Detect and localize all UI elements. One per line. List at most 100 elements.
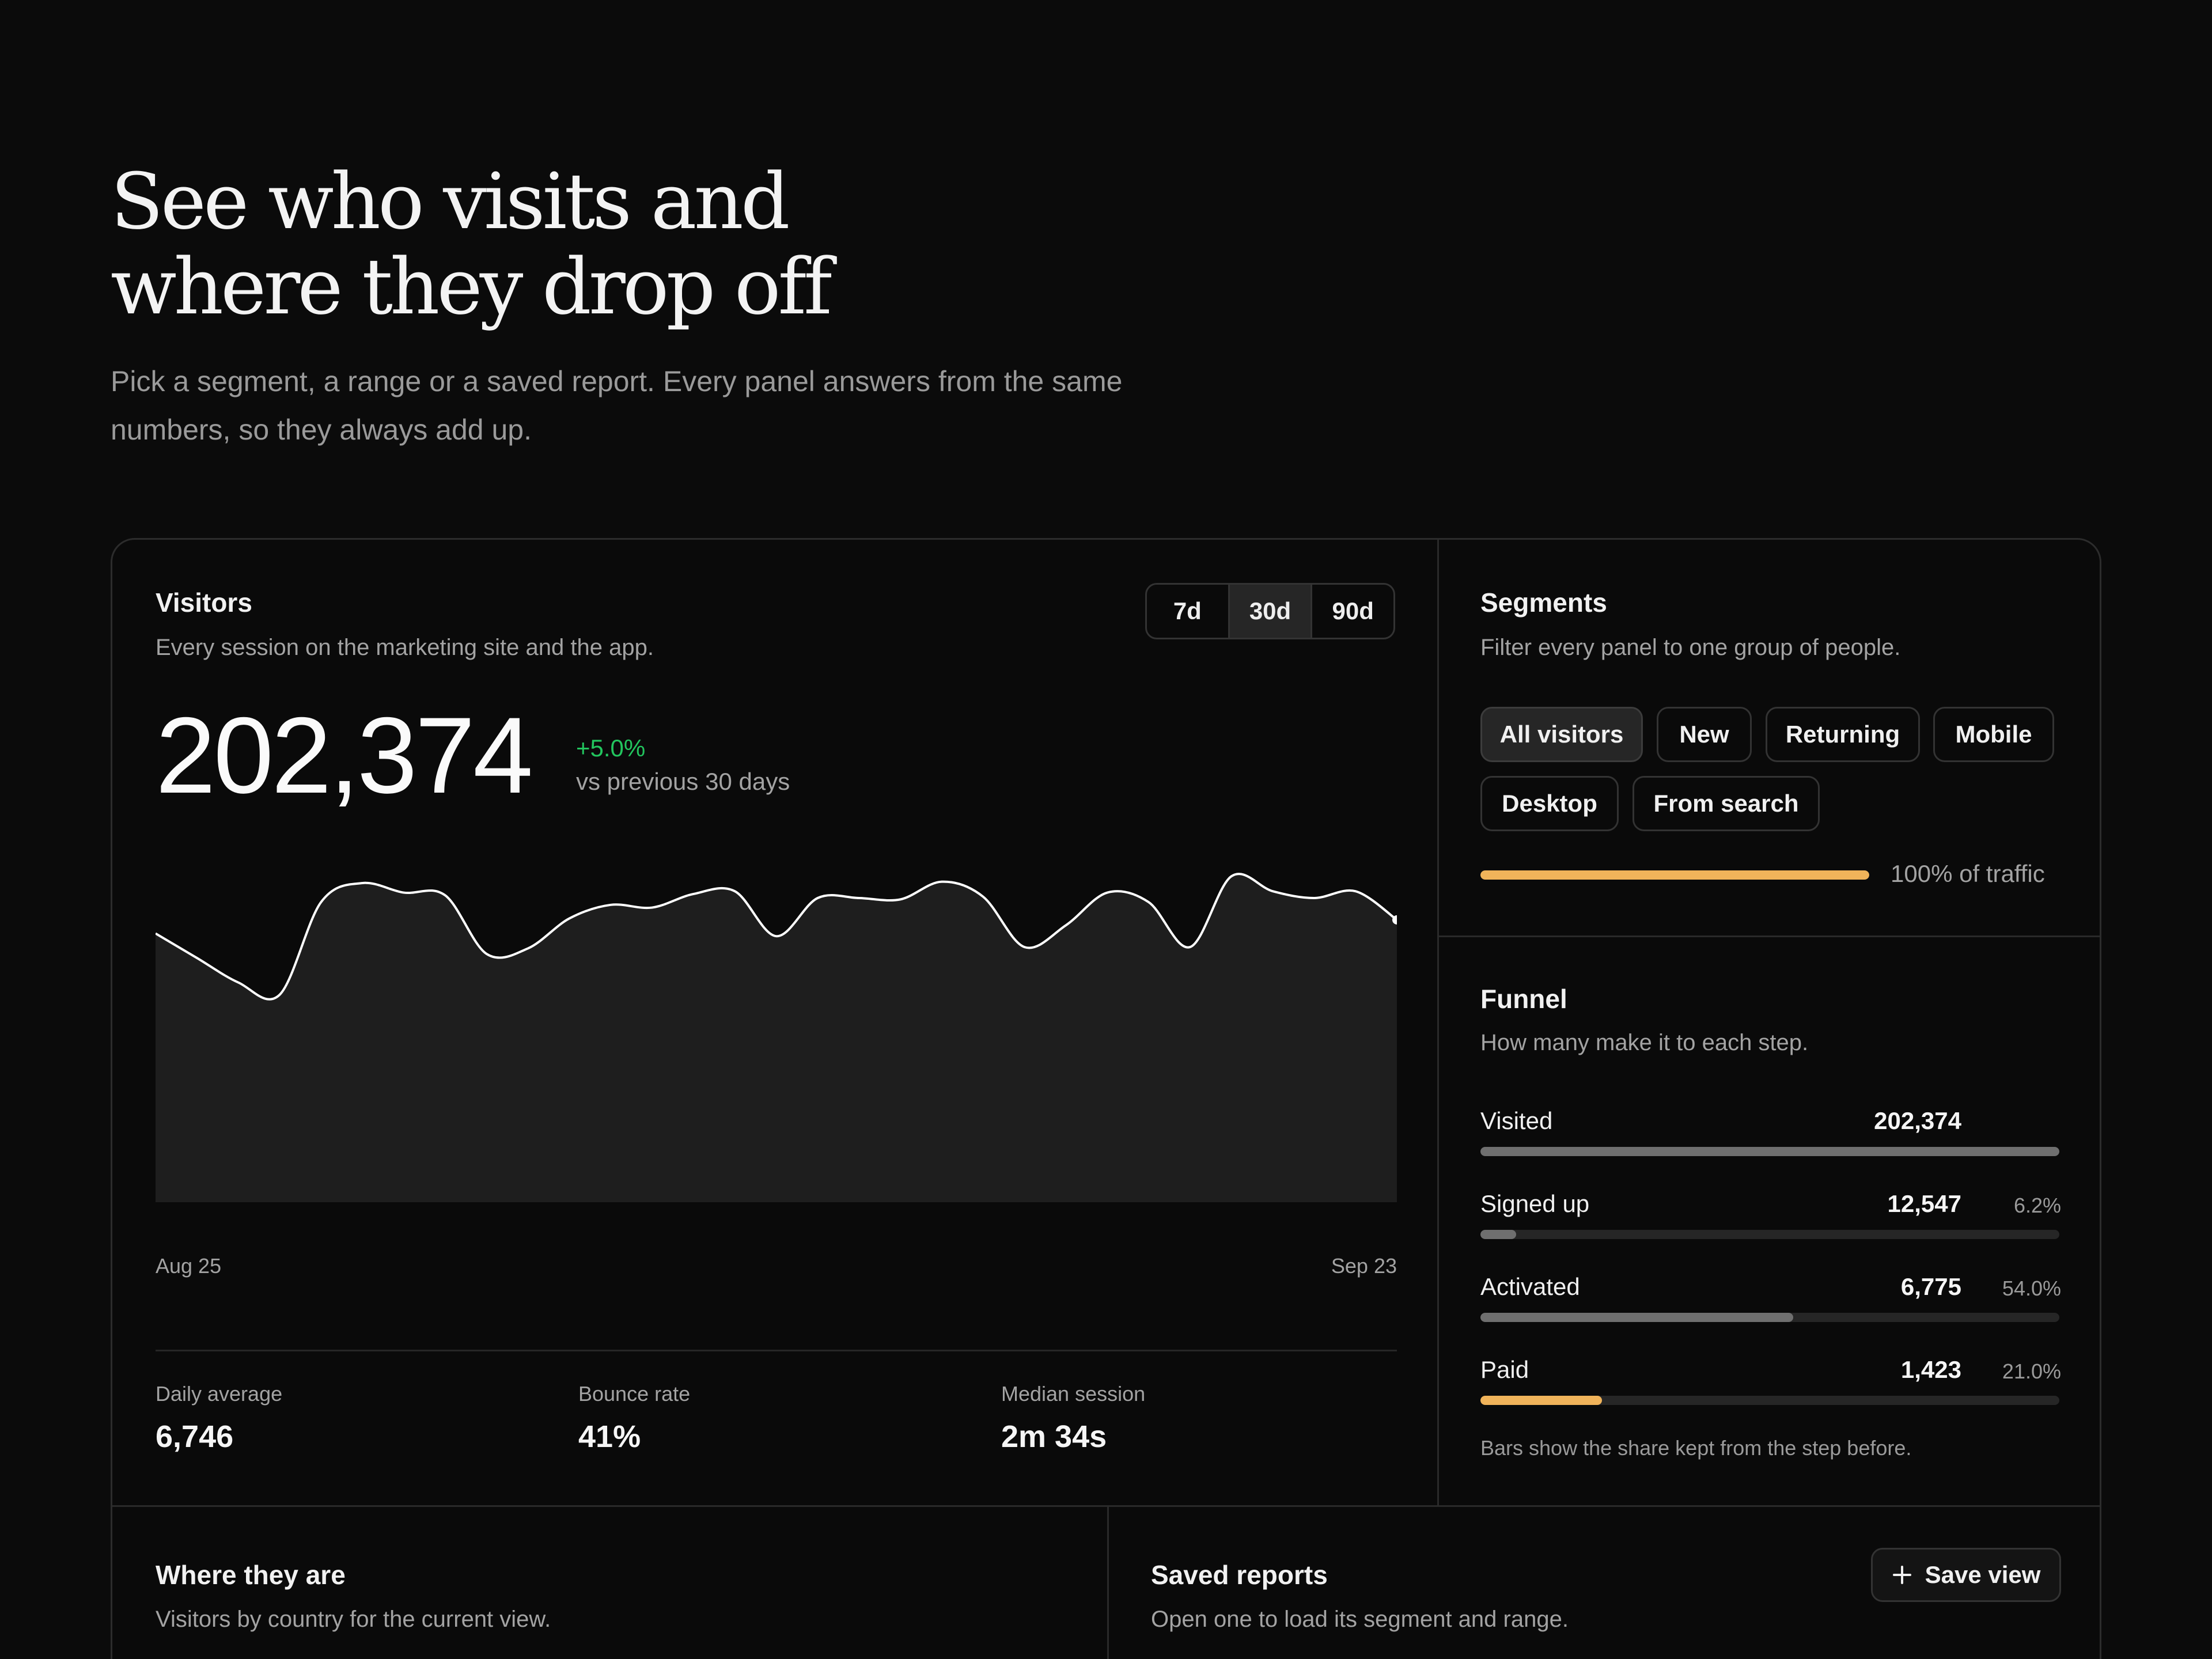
funnel-step-name: Visited [1480,1107,1553,1134]
chart-point [526,946,531,950]
segment-chip-new[interactable]: New [1657,707,1752,762]
segments-subtitle: Filter every panel to one group of peopl… [1480,635,1901,660]
page-subtitle-line-1: Pick a segment, a range or a saved repor… [111,365,1123,397]
chart-point [1229,874,1234,878]
chart-point [774,934,779,938]
saved-reports-title: Saved reports [1151,1560,1328,1590]
chart-series-line [156,873,1397,1001]
bottom-panels-divider [1107,1505,1109,1659]
chart-point [1105,891,1109,895]
chart-point [940,880,944,884]
traffic-share-bar [1480,870,1869,880]
chart-point [733,889,737,893]
chart-point [402,891,406,895]
funnel-step-name: Paid [1480,1356,1529,1383]
traffic-share-fill [1480,870,1869,880]
traffic-share-label: 100% of traffic [1891,860,2045,887]
chart-point [1063,923,1068,927]
funnel-step-bar [1480,1396,2059,1405]
funnel-step-bar [1480,1147,2059,1156]
page-title: See who visits and where they drop off [111,159,975,329]
segment-chip-mobile[interactable]: Mobile [1933,707,2054,762]
stats-divider [156,1350,1397,1351]
range-7d-button[interactable]: 7d [1173,597,1202,624]
visitors-segments-divider [1437,540,1439,1505]
chart-point [650,906,654,910]
x-axis-end-label: Sep 23 [1331,1254,1397,1278]
range-toggle: 7d 30d 90d [1145,583,1395,639]
chart-point [236,980,241,985]
funnel-step-pct: 6.2% [2013,1194,2061,1217]
segment-chip-from-search[interactable]: From search [1633,776,1820,831]
chart-point [691,892,696,896]
chart-point [195,956,199,960]
chart-point [1353,889,1358,893]
funnel-step-count: 202,374 [1874,1107,1961,1134]
chart-point [360,881,365,885]
chart-point [1271,889,1275,893]
funnel-step-bar [1480,1230,2059,1239]
top-bottom-divider [112,1505,2100,1507]
visitors-delta: +5.0% [576,734,646,762]
funnel-step-fill [1480,1230,1517,1239]
chart-point [567,916,571,921]
funnel-step-fill [1480,1147,2059,1156]
segments-funnel-divider [1437,935,2100,937]
stat-daily-average-label: Daily average [156,1382,283,1406]
where-subtitle: Visitors by country for the current view… [156,1607,551,1632]
stat-median-session-value: 2m 34s [1001,1419,1107,1454]
chart-point [898,897,903,902]
page-subtitle: Pick a segment, a range or a saved repor… [111,357,1263,454]
chart-point [1188,945,1192,949]
chart-last-point [1392,915,1397,925]
chart-point [319,900,323,904]
funnel-step-count: 12,547 [1887,1190,1961,1217]
stat-bounce-rate-label: Bounce rate [578,1382,691,1406]
page-title-line-2: where they drop off [111,242,832,332]
chart-point [815,896,820,900]
visitors-subtitle: Every session on the marketing site and … [156,635,654,660]
segment-chip-returning[interactable]: Returning [1766,707,1920,762]
x-axis-start-label: Aug 25 [156,1254,222,1278]
plus-icon [1892,1566,1911,1584]
where-title: Where they are [156,1560,346,1590]
page-title-line-1: See who visits and [111,157,790,247]
range-30d-button[interactable]: 30d [1228,585,1311,638]
dashboard-board: Visitors Every session on the marketing … [111,538,2101,1659]
chart-point [981,895,986,899]
chart-point [1312,896,1316,900]
segment-chip-desktop[interactable]: Desktop [1480,776,1619,831]
chart-point [608,903,613,907]
range-90d-button[interactable]: 90d [1310,585,1393,638]
segments-title: Segments [1480,588,1607,618]
funnel-step-bar [1480,1313,2059,1322]
funnel-step-fill [1480,1396,1603,1405]
chart-point [443,893,448,897]
stat-daily-average-value: 6,746 [156,1419,234,1454]
chart-points [195,874,1397,997]
funnel-step-name: Signed up [1480,1190,1590,1217]
save-view-button[interactable]: Save view [1871,1548,2061,1602]
stat-bounce-rate-value: 41% [578,1419,641,1454]
funnel-step-count: 1,423 [1900,1356,1961,1383]
visitors-title: Visitors [156,588,252,618]
funnel-subtitle: How many make it to each step. [1480,1030,1809,1055]
funnel-step-name: Activated [1480,1273,1580,1300]
visitors-total: 202,374 [156,695,533,816]
visitors-delta-label: vs previous 30 days [576,768,790,795]
chart-point [1022,945,1027,949]
funnel-step-pct: 21.0% [2002,1359,2061,1383]
funnel-step-count: 6,775 [1900,1273,1961,1300]
funnel-step-pct: 54.0% [2002,1277,2061,1300]
visitors-area-chart[interactable] [156,845,1397,1202]
chart-point [278,993,282,997]
stat-median-session-label: Median session [1001,1382,1146,1406]
funnel-title: Funnel [1480,984,1567,1014]
funnel-step-fill [1480,1313,1793,1322]
saved-reports-subtitle: Open one to load its segment and range. [1151,1607,1569,1632]
chart-point [1146,900,1151,904]
segment-chip-all-visitors[interactable]: All visitors [1480,707,1643,762]
page-subtitle-line-2: numbers, so they always add up. [111,414,532,446]
funnel-note: Bars show the share kept from the step b… [1480,1436,1912,1460]
save-view-label: Save view [1925,1561,2041,1588]
